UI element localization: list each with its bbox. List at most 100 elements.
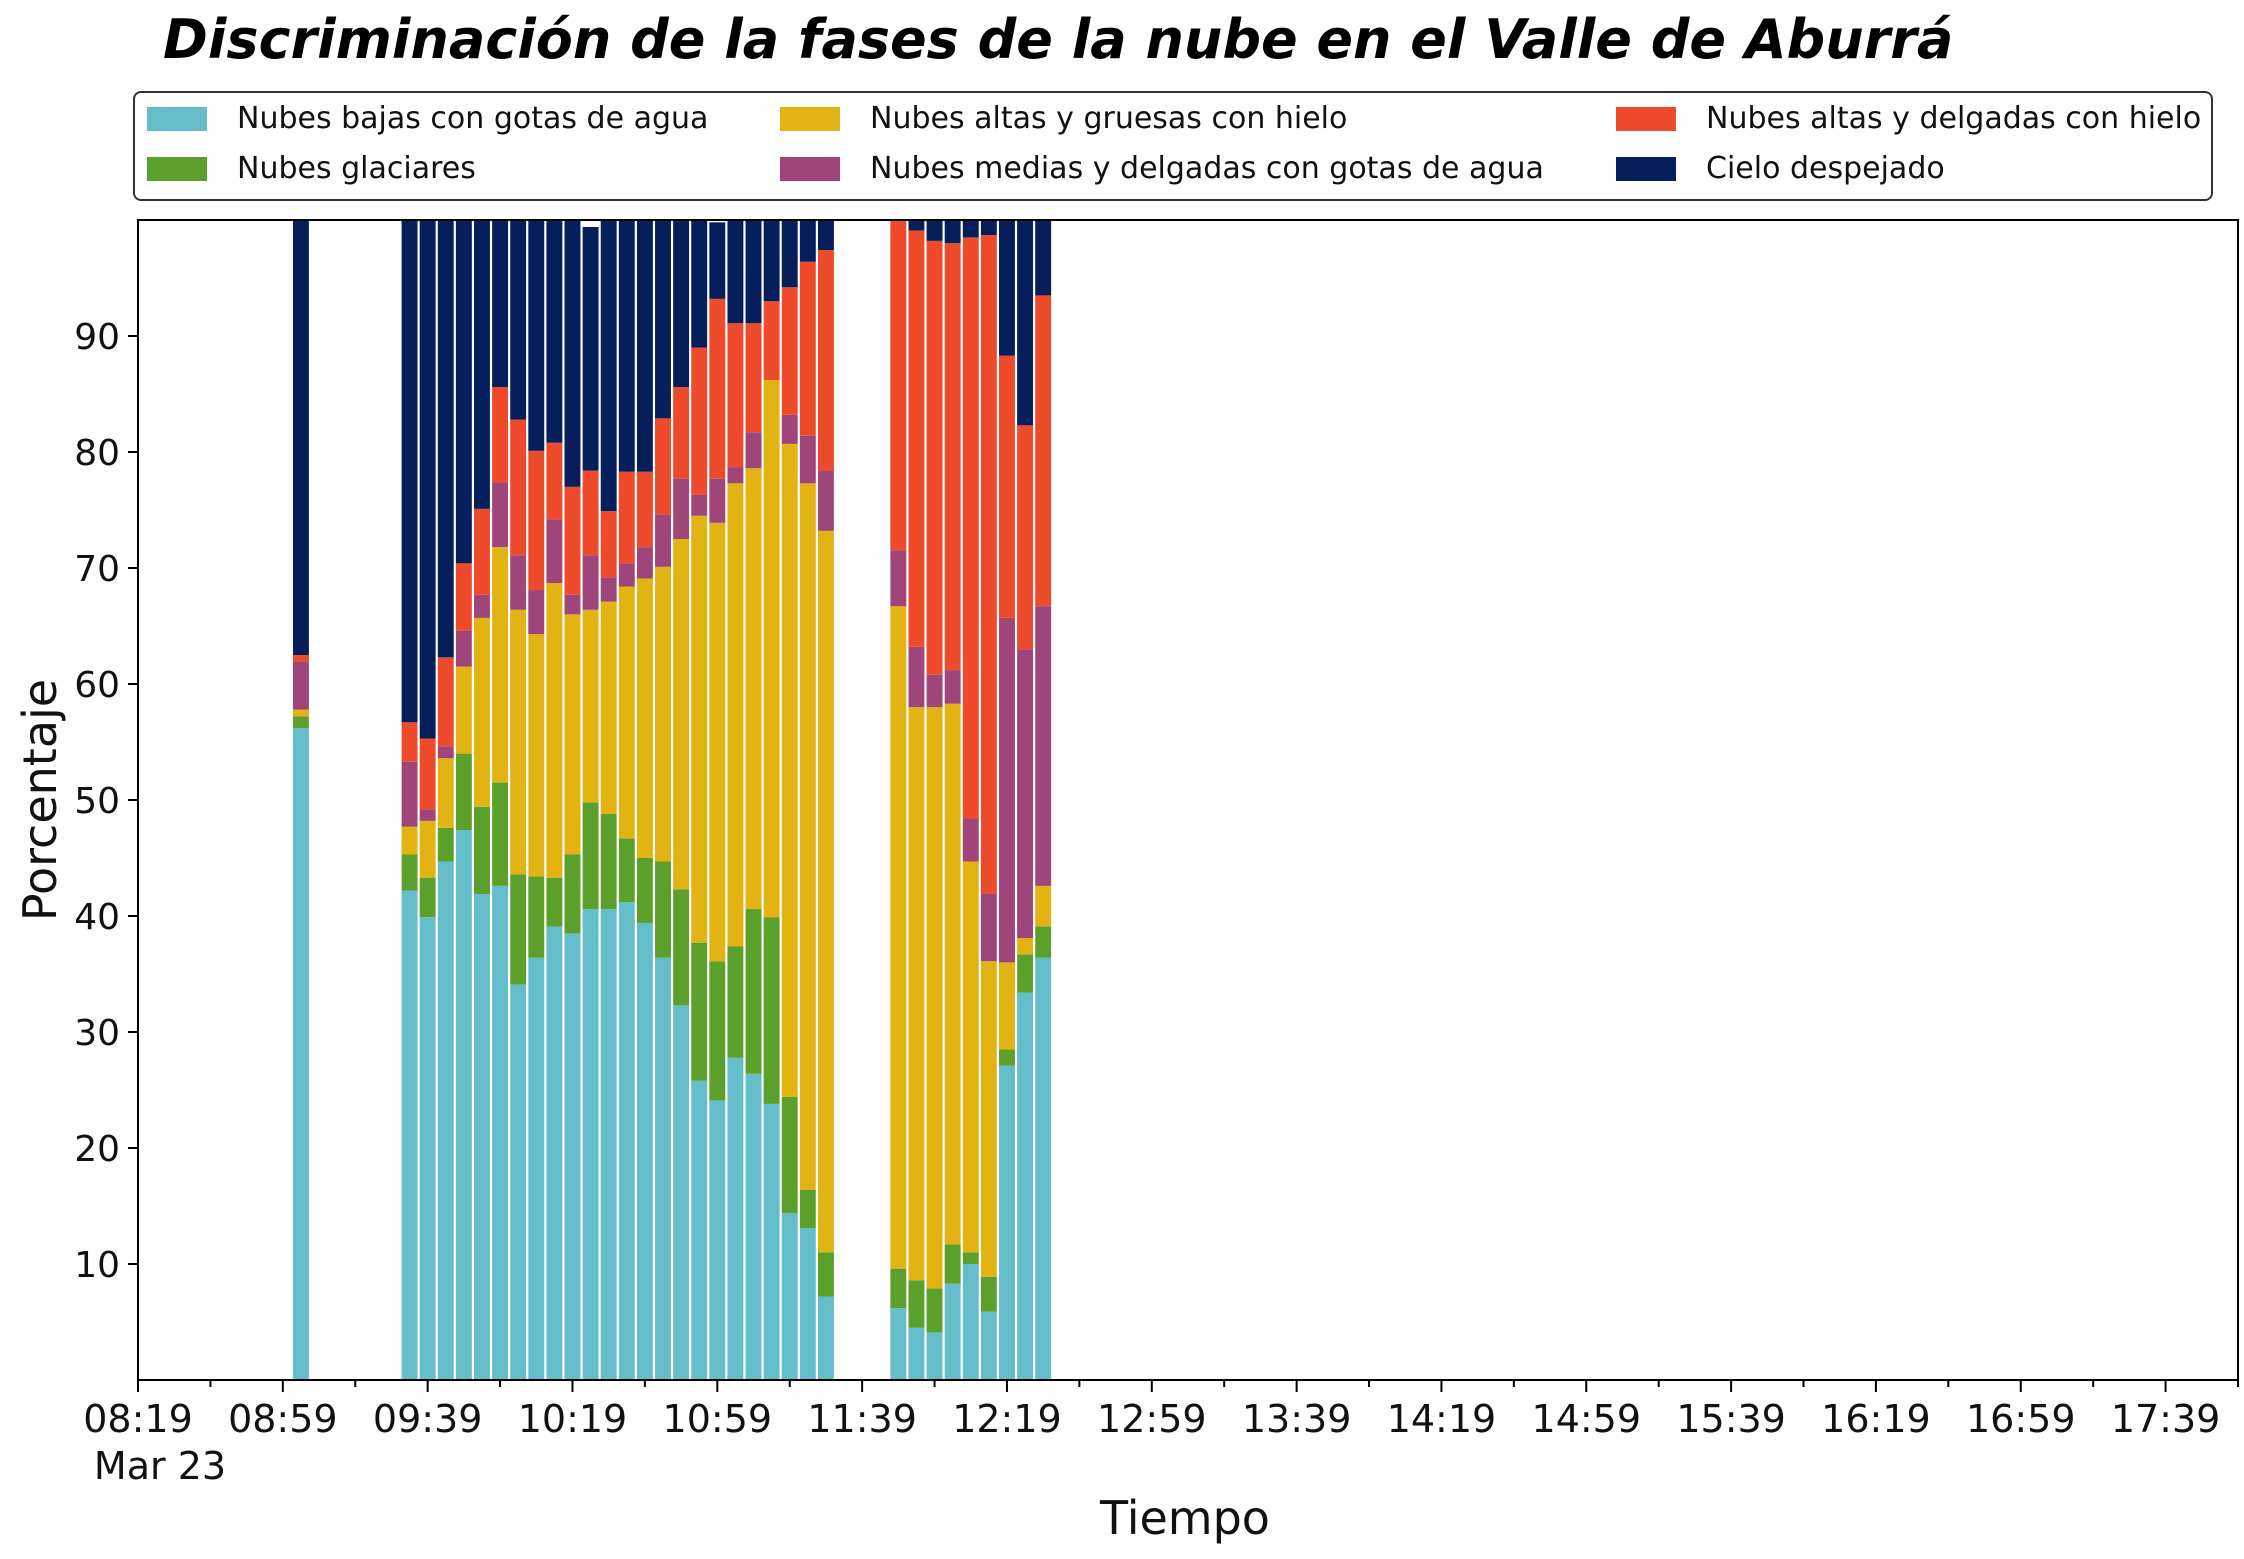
legend-item-nubes-glaciares: Nubes glaciares	[147, 151, 476, 186]
bar-segment-1024-s2	[582, 609, 599, 803]
bar-segment-1044-s4	[655, 418, 671, 515]
bar-segment-1219-s2	[999, 962, 1015, 1050]
bar-segment-1119-s3	[781, 414, 798, 444]
y-axis-label: Porcentaje	[13, 679, 67, 921]
bar-segment-1054-s3	[691, 494, 708, 516]
legend-swatch-nubes-medias	[780, 156, 840, 181]
bar-segment-1104-s0	[727, 1057, 744, 1380]
bar-segment-1124-s1	[799, 1189, 816, 1229]
bar-segment-1104-s1	[727, 946, 744, 1058]
bar-segment-1049-s2	[673, 539, 690, 890]
bar-segment-1049-s3	[673, 478, 690, 539]
bar-segment-1224-s5	[1017, 220, 1034, 426]
bar-segment-1114-s4	[763, 301, 780, 381]
bar-segment-1209-s2	[962, 861, 979, 1253]
bar-segment-1119-s1	[781, 1096, 798, 1213]
bar-segment-1039-s5	[636, 220, 653, 472]
bar-segment-1129-s2	[817, 530, 834, 1253]
y-axis: 10 20 30 40 50 60 70 80 90	[74, 317, 138, 1286]
bar-segment-1054-s1	[691, 942, 708, 1081]
bar-segment-1204-s1	[944, 1244, 961, 1284]
bar-segment-0939-s2	[419, 820, 436, 878]
bar-segment-1009-s4	[528, 450, 545, 591]
bar-segment-0944-s0	[437, 861, 454, 1380]
bar-segment-0904-s0	[292, 728, 309, 1380]
bar-segment-1054-s0	[691, 1080, 708, 1380]
bar-segment-0934-s0	[401, 890, 418, 1380]
bar-segment-1114-s5	[763, 220, 780, 302]
x-tick-label-0859: 08:59	[228, 1397, 338, 1441]
bar-segment-1209-s4	[962, 237, 979, 819]
bar-segment-1119-s4	[781, 287, 798, 415]
legend-label-nubes-altas-gruesas: Nubes altas y gruesas con hielo	[870, 101, 1348, 136]
bar-segment-0954-s3	[474, 594, 490, 618]
bar-segment-0944-s3	[437, 746, 454, 759]
bar-segment-1009-s3	[528, 590, 545, 635]
bar-segment-1004-s4	[510, 419, 527, 556]
x-tick-label-1139: 11:39	[807, 1397, 917, 1441]
bar-segment-0934-s4	[401, 722, 418, 762]
bar-segment-1059-s0	[709, 1100, 726, 1380]
bar-segment-1054-s2	[691, 515, 708, 943]
x-axis-label: Tiempo	[1099, 1491, 1270, 1545]
bar-segment-0944-s2	[437, 758, 454, 828]
bar-segment-1034-s3	[618, 563, 635, 587]
bar-segment-1229-s3	[1035, 606, 1052, 886]
bar-segment-1044-s3	[655, 514, 671, 567]
x-tick-label-1219: 12:19	[952, 1397, 1062, 1441]
bar-segment-1049-s0	[673, 1005, 690, 1380]
bar-segment-1039-s4	[636, 471, 653, 548]
y-tick-label-80: 80	[74, 433, 120, 474]
bar-segment-1209-s1	[962, 1252, 979, 1264]
legend-label-nubes-glaciares: Nubes glaciares	[237, 151, 476, 186]
bar-segment-0954-s5	[474, 220, 490, 509]
legend-label-nubes-altas-delgadas: Nubes altas y delgadas con hielo	[1706, 101, 2202, 136]
bar-segment-1049-s5	[673, 220, 690, 388]
bar-segment-0934-s5	[401, 220, 418, 723]
bar-segment-1059-s1	[709, 961, 726, 1101]
bar-segment-1129-s5	[817, 220, 834, 251]
legend-item-nubes-altas-delgadas: Nubes altas y delgadas con hielo	[1616, 101, 2201, 136]
bar-segment-1054-s5	[691, 220, 708, 348]
bar-segment-0959-s2	[492, 547, 509, 783]
bar-segment-1029-s4	[600, 511, 617, 578]
bar-segment-1119-s5	[781, 220, 798, 288]
bar-segment-1004-s3	[510, 555, 527, 610]
x-tick-label-1339: 13:39	[1242, 1397, 1352, 1441]
bar-segment-1014-s5	[546, 220, 563, 443]
bar-segment-0939-s4	[419, 738, 436, 810]
bar-segment-1019-s0	[564, 933, 581, 1380]
bar-segment-1159-s2	[926, 707, 943, 1289]
bar-segment-1019-s5	[564, 220, 581, 487]
bar-segment-0949-s2	[455, 666, 472, 754]
legend-item-cielo-despejado: Cielo despejado	[1616, 151, 1945, 186]
x-tick-label-0939: 09:39	[373, 1397, 483, 1441]
legend-swatch-nubes-altas-delgadas	[1616, 106, 1676, 131]
bar-segment-0949-s5	[455, 220, 472, 564]
x-tick-label-1259: 12:59	[1097, 1397, 1207, 1441]
bar-segment-1224-s3	[1017, 649, 1034, 939]
bar-segment-1049-s4	[673, 387, 690, 479]
bar-segment-1159-s4	[926, 240, 943, 675]
bar-segment-1214-s4	[980, 235, 997, 894]
x-tick-label-1619: 16:19	[1821, 1397, 1931, 1441]
bar-segment-1209-s5	[962, 220, 979, 238]
bar-segment-1129-s0	[817, 1296, 834, 1380]
bar-segment-1129-s4	[817, 250, 834, 471]
legend-swatch-nubes-bajas	[147, 106, 207, 131]
bar-segment-1034-s1	[618, 838, 635, 903]
bar-segment-1104-s3	[727, 467, 744, 484]
bar-segment-0934-s3	[401, 761, 418, 827]
bar-segment-1009-s2	[528, 634, 545, 877]
bar-segment-1229-s1	[1035, 926, 1052, 958]
bar-segment-0949-s0	[455, 830, 472, 1380]
bar-segment-1029-s2	[600, 601, 617, 814]
legend-label-nubes-bajas: Nubes bajas con gotas de agua	[237, 101, 709, 136]
bar-segment-0944-s5	[437, 220, 454, 658]
bar-segment-1114-s1	[763, 917, 780, 1104]
bar-segment-1029-s0	[600, 909, 617, 1380]
bar-segment-1029-s1	[600, 813, 617, 910]
bar-segment-1204-s3	[944, 670, 961, 704]
bar-segment-1024-s0	[582, 909, 599, 1380]
